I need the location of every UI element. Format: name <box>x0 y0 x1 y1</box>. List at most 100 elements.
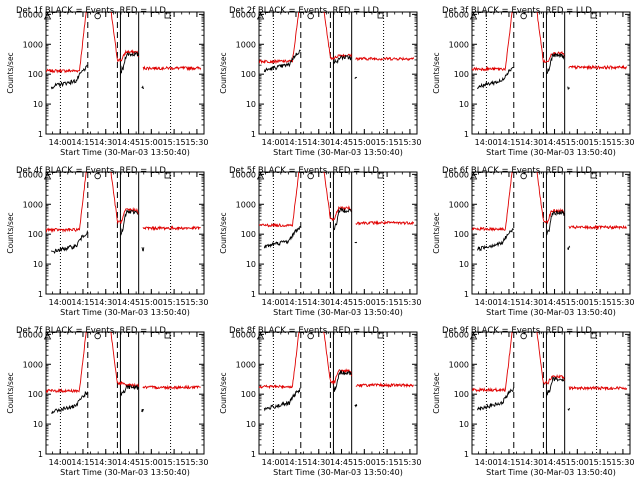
events-series-line <box>476 52 570 91</box>
x-tick-label: 15:00 <box>566 298 589 307</box>
x-tick-label: 15:30 <box>398 458 421 467</box>
y-axis-label: Counts/sec <box>219 52 228 93</box>
x-tick-label: 15:15 <box>163 138 186 147</box>
y-tick-label: 10 <box>33 420 43 429</box>
y-tick-label: 100 <box>454 70 469 79</box>
square-marker <box>164 332 171 339</box>
x-tick-label: 14:00 <box>475 458 498 467</box>
y-tick-label: 1000 <box>23 40 43 49</box>
y-tick-label: 10000 <box>18 330 43 339</box>
panel-title: Det 5f BLACK = Events, RED = LLD <box>229 166 379 176</box>
x-tick-label: 15:15 <box>163 298 186 307</box>
y-axis-label: Counts/sec <box>219 372 228 413</box>
x-tick-label: 14:45 <box>330 298 353 307</box>
plot-frame <box>471 331 631 455</box>
lld-series-line <box>472 12 628 72</box>
panel-title: Det 1f BLACK = Events, RED = LLD <box>16 6 166 16</box>
y-tick-label: 100 <box>454 390 469 399</box>
y-tick-label: 10 <box>246 420 256 429</box>
square-marker <box>590 332 597 339</box>
x-axis-label: Start Time (30-Mar-03 13:50:40) <box>486 148 616 157</box>
y-tick-label: 10000 <box>231 330 256 339</box>
x-tick-label: 14:30 <box>520 298 543 307</box>
x-tick-label: 15:00 <box>566 458 589 467</box>
x-tick-label: 15:00 <box>566 138 589 147</box>
x-tick-label: 15:30 <box>185 138 208 147</box>
x-tick-label: 14:00 <box>49 298 72 307</box>
y-tick-label: 1000 <box>449 360 469 369</box>
circle-marker <box>94 332 101 340</box>
x-tick-label: 15:15 <box>376 458 399 467</box>
square-marker <box>377 172 384 179</box>
y-tick-label: 1 <box>464 290 469 299</box>
lld-series-line <box>472 332 628 393</box>
y-tick-label: 10000 <box>231 10 256 19</box>
plot-frame <box>258 331 418 455</box>
y-tick-label: 1000 <box>236 360 256 369</box>
y-tick-label: 1000 <box>449 40 469 49</box>
x-tick-label: 14:15 <box>497 458 520 467</box>
lld-series-line <box>46 332 201 394</box>
x-tick-label: 14:15 <box>71 298 94 307</box>
square-marker <box>377 12 384 19</box>
x-axis-label: Start Time (30-Mar-03 13:50:40) <box>273 148 403 157</box>
y-tick-label: 1 <box>251 290 256 299</box>
y-axis-label: Counts/sec <box>432 52 441 93</box>
y-tick-label: 1000 <box>236 200 256 209</box>
x-tick-label: 14:30 <box>307 458 330 467</box>
x-tick-label: 15:00 <box>353 298 376 307</box>
triangle-marker <box>469 12 478 20</box>
square-marker <box>164 12 171 19</box>
panel-title: Det 2f BLACK = Events, RED = LLD <box>229 6 379 16</box>
panel-det-5: Det 5f BLACK = Events, RED = LLD 1 10 100 10… <box>219 166 421 317</box>
x-tick-label: 15:15 <box>589 298 612 307</box>
circle-marker <box>520 172 527 180</box>
y-tick-label: 1000 <box>236 40 256 49</box>
square-marker <box>590 12 597 19</box>
lld-series-line <box>46 172 201 233</box>
y-tick-label: 10 <box>459 420 469 429</box>
y-tick-label: 10 <box>33 100 43 109</box>
events-series-line <box>50 209 145 255</box>
y-tick-label: 10 <box>246 100 256 109</box>
triangle-marker <box>43 12 52 20</box>
y-tick-label: 1 <box>251 130 256 139</box>
y-tick-label: 10 <box>246 260 256 269</box>
x-tick-label: 14:00 <box>262 458 285 467</box>
panel-det-9: Det 9f BLACK = Events, RED = LLD 1 10 100 10… <box>432 326 634 477</box>
x-tick-label: 15:15 <box>163 458 186 467</box>
x-tick-label: 14:45 <box>543 458 566 467</box>
plot-frame <box>45 331 205 455</box>
triangle-marker <box>256 172 265 180</box>
events-series-line <box>476 376 571 411</box>
y-tick-label: 10000 <box>18 170 43 179</box>
x-tick-label: 15:15 <box>376 138 399 147</box>
x-tick-label: 15:30 <box>611 458 634 467</box>
square-marker <box>590 172 597 179</box>
x-tick-label: 14:30 <box>94 458 117 467</box>
triangle-marker <box>43 172 52 180</box>
y-tick-label: 100 <box>241 230 256 239</box>
circle-marker <box>520 12 527 20</box>
y-tick-label: 1000 <box>449 200 469 209</box>
lld-series-line <box>46 12 202 74</box>
panel-title: Det 6f BLACK = Events, RED = LLD <box>442 166 592 176</box>
y-tick-label: 1 <box>251 450 256 459</box>
y-tick-label: 10000 <box>444 330 469 339</box>
lld-series-line <box>259 172 415 228</box>
x-tick-label: 15:30 <box>185 458 208 467</box>
x-tick-label: 15:15 <box>589 458 612 467</box>
x-axis-label: Start Time (30-Mar-03 13:50:40) <box>60 148 190 157</box>
y-tick-label: 1 <box>38 450 43 459</box>
lld-series-line <box>259 12 415 65</box>
triangle-marker <box>256 12 265 20</box>
x-tick-label: 14:30 <box>307 138 330 147</box>
panel-det-1: Det 1f BLACK = Events, RED = LLD 1 10 100 10… <box>6 6 208 157</box>
panel-det-4: Det 4f BLACK = Events, RED = LLD 1 10 100 10… <box>6 166 208 317</box>
events-series-line <box>263 49 358 79</box>
panel-det-2: Det 2f BLACK = Events, RED = LLD 1 10 100 10… <box>219 6 421 157</box>
y-tick-label: 10 <box>459 260 469 269</box>
x-axis-label: Start Time (30-Mar-03 13:50:40) <box>273 308 403 317</box>
x-tick-label: 15:30 <box>611 138 634 147</box>
x-tick-label: 14:45 <box>117 298 140 307</box>
